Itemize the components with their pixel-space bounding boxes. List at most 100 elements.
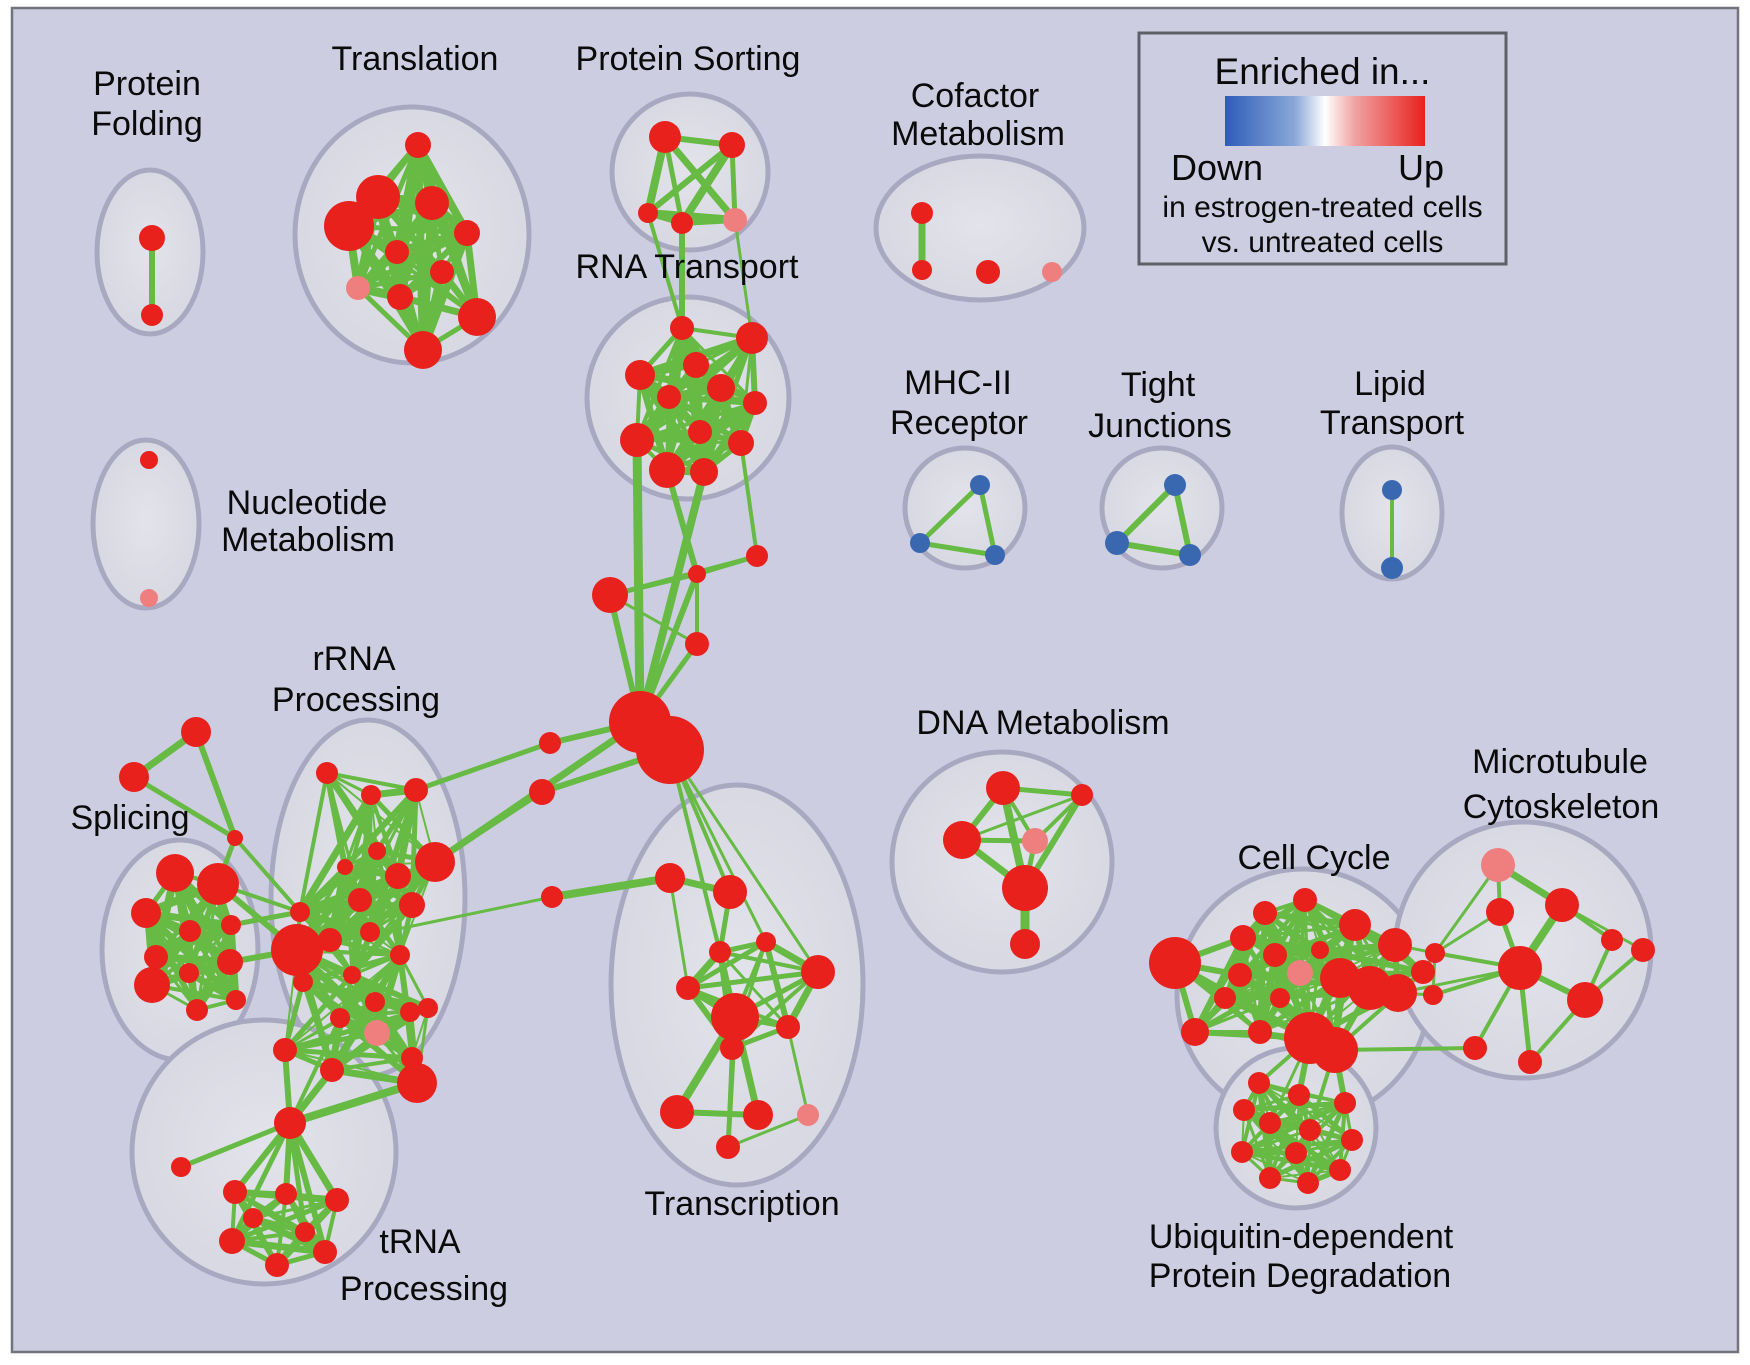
mesh-edge-lower-mesh [330, 1056, 414, 1072]
gene-set-node-d1 [986, 771, 1020, 805]
cluster-label-nucleotide-2: Metabolism [221, 521, 395, 559]
legend-gradient-bar [1225, 96, 1425, 146]
gene-set-node-cn4 [685, 632, 709, 656]
edge-mt1-x1 [1433, 863, 1500, 955]
gene-set-node-r3 [404, 778, 428, 802]
gene-set-node-cc12 [1379, 974, 1417, 1012]
edge-mh1-mh2 [917, 482, 983, 546]
mesh-edge-rna-transport-mesh [636, 371, 708, 476]
gene-set-node-tr5 [454, 220, 480, 246]
gene-set-node-m5 [418, 998, 438, 1018]
gene-set-node-rt7 [743, 391, 767, 415]
gene-set-node-lc1 [541, 886, 563, 908]
edge-hub2-m8 [286, 1079, 421, 1127]
gene-set-node-tg3 [227, 830, 243, 846]
edge-rt12-cbig1 [636, 468, 708, 726]
mesh-edge-protein-sorting-mesh [678, 141, 736, 227]
gene-set-node-m9 [320, 1058, 344, 1082]
gene-set-node-tni [171, 1157, 191, 1177]
edge-cbig2-t2 [668, 748, 820, 974]
mesh-edge-rna-transport-mesh [666, 394, 758, 406]
mesh-edge-lower-mesh [282, 1047, 415, 1061]
cluster-label-protein-folding-1: Protein [93, 65, 201, 103]
gene-set-node-d2 [1071, 784, 1093, 806]
mesh-edge-ubiquitin-mesh [1241, 1151, 1309, 1184]
gene-set-node-cc4 [1339, 909, 1371, 941]
legend-box [1137, 31, 1508, 266]
gene-set-node-tg1 [181, 717, 211, 747]
mesh-edge-lower-mesh [299, 978, 379, 1006]
gene-set-node-pf2 [141, 304, 163, 326]
gene-set-node-cc8 [1311, 941, 1329, 959]
cluster-label-nucleotide-1: Nucleotide [227, 484, 388, 522]
mesh-edge-splicing-mesh [187, 923, 233, 975]
mesh-edge-lower-mesh [284, 1001, 376, 1051]
gene-set-node-ps3 [638, 203, 658, 223]
gene-set-node-cc3 [1293, 888, 1317, 912]
gene-set-node-ub12 [1329, 1159, 1351, 1181]
gene-set-node-r6 [385, 863, 411, 889]
gene-set-node-cn3 [592, 577, 628, 613]
gene-set-node-tn7 [295, 1222, 315, 1242]
gene-set-node-t6 [660, 1095, 694, 1129]
cluster-label-mhc-2: Receptor [890, 404, 1028, 442]
gene-set-node-rt5 [707, 374, 735, 402]
gene-set-node-mt2 [1545, 888, 1579, 922]
gene-set-node-rt2 [736, 322, 768, 354]
edge-mh1-mh3 [977, 482, 998, 558]
edge-ps5-rt2 [733, 218, 754, 340]
gene-set-node-d6 [1010, 929, 1040, 959]
edge-t8-t4 [786, 1025, 810, 1117]
gene-set-node-sp11 [226, 990, 246, 1010]
gene-set-node-rt11 [649, 452, 685, 488]
cluster-label-ubiquitin-1: Ubiquitin-dependent [1149, 1218, 1454, 1256]
legend-down-label: Down [1171, 147, 1263, 188]
gene-set-node-cf4 [1042, 262, 1062, 282]
gene-set-node-rt3 [625, 360, 655, 390]
gene-set-node-d3 [943, 821, 981, 859]
cluster-label-trna-1: tRNA [379, 1223, 461, 1261]
edge-hub2-tn6 [287, 1120, 328, 1255]
cluster-ellipse-mhc-ii-receptor [902, 445, 1028, 571]
gene-set-node-rt9 [688, 420, 712, 444]
gene-set-node-cc6 [1411, 960, 1435, 984]
gene-set-node-tr11 [404, 331, 442, 369]
gene-set-node-sp2 [197, 863, 239, 905]
gene-set-node-cl1 [539, 732, 561, 754]
gene-set-node-cl2 [529, 779, 555, 805]
cluster-label-microtubule-2: Cytoskeleton [1463, 788, 1660, 826]
gene-set-node-r4 [368, 842, 386, 860]
gene-set-node-r14 [343, 966, 361, 984]
gene-set-node-ps5 [723, 208, 747, 232]
mesh-edge-transcription-mesh [685, 939, 769, 991]
gene-set-node-t4 [776, 1015, 800, 1039]
gene-set-node-cf2 [912, 260, 932, 280]
mesh-edge-lower-mesh [284, 954, 401, 1051]
edge-tg2-tg3 [131, 774, 238, 841]
gene-set-node-lc3 [713, 875, 747, 909]
gene-set-node-r10 [399, 892, 425, 918]
gene-set-node-mh1 [970, 475, 990, 495]
cluster-label-protein-sorting: Protein Sorting [576, 40, 801, 78]
edge-tg3-r9 [233, 836, 302, 914]
gene-set-node-ps2 [719, 132, 745, 158]
cluster-label-lipid-2: Transport [1320, 404, 1465, 442]
edge-hub2-tn4 [229, 1120, 293, 1244]
gene-set-node-nu2 [140, 589, 158, 607]
gene-set-node-tr7 [430, 260, 454, 284]
gene-set-node-mh3 [985, 545, 1005, 565]
gene-set-node-x2 [1423, 985, 1443, 1005]
gene-set-node-cf1 [911, 202, 933, 224]
gene-set-node-cc18 [1181, 1018, 1209, 1046]
gene-set-node-t11 [756, 932, 776, 952]
gene-set-node-tn3 [325, 1188, 349, 1212]
mesh-edge-lower-mesh [328, 998, 379, 1074]
gene-set-node-ccb [1149, 937, 1201, 989]
gene-set-node-mt7 [1518, 1050, 1542, 1074]
gene-set-node-ub5 [1259, 1112, 1281, 1134]
gene-set-node-rt1 [670, 316, 694, 340]
gene-set-node-sp1 [156, 854, 194, 892]
mesh-edge-cell-cycle-mesh [1317, 947, 1426, 975]
gene-set-node-tn6 [313, 1240, 337, 1264]
gene-set-node-tr9 [387, 284, 413, 310]
